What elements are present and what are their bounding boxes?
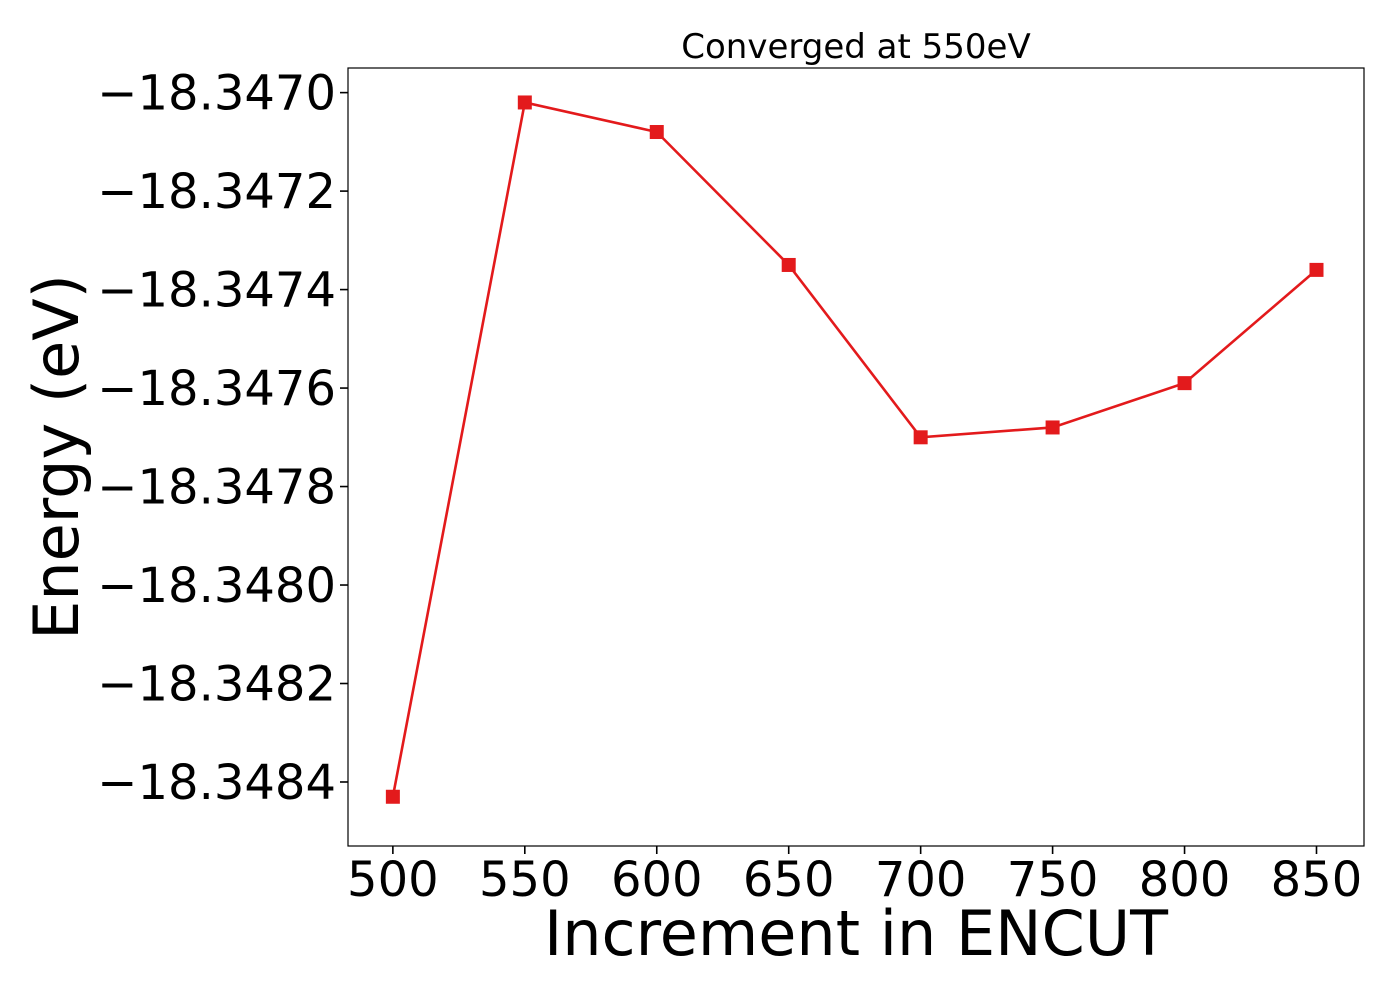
data-point-marker [385, 789, 400, 804]
x-axis: 500 550 600 650 700 750 800 850 [347, 846, 1362, 908]
series-line [391, 100, 1318, 798]
y-tick-label: −18.3478 [97, 460, 336, 516]
y-tick-label: −18.3470 [97, 66, 336, 122]
x-tick-label: 550 [479, 852, 571, 908]
y-tick-label: −18.3476 [97, 361, 336, 417]
x-tick-label: 600 [611, 852, 703, 908]
y-tick-label: −18.3484 [97, 755, 336, 811]
x-tick-label: 650 [743, 852, 835, 908]
data-point-marker [1309, 262, 1324, 277]
plot-frame [347, 67, 1365, 847]
data-point-marker [1177, 376, 1192, 391]
data-point-marker [517, 95, 532, 110]
series-layer [385, 95, 1324, 804]
x-axis-label: Increment in ENCUT [544, 897, 1169, 970]
y-tick-label: −18.3472 [97, 164, 336, 220]
y-axis-label: Energy (eV) [20, 274, 93, 640]
data-point-marker [913, 430, 928, 445]
data-point-marker [781, 257, 796, 272]
y-tick-label: −18.3474 [97, 263, 336, 319]
plot-area: 500 550 600 650 700 750 800 850 −18.3470−18.347… [97, 66, 1365, 908]
data-point-marker [1045, 420, 1060, 435]
data-point-marker [649, 125, 664, 140]
x-tick-label: 700 [875, 852, 967, 908]
y-tick-label: −18.3480 [97, 558, 336, 614]
y-tick-label: −18.3482 [97, 657, 336, 713]
x-tick-label: 800 [1139, 852, 1231, 908]
x-tick-label: 750 [1007, 852, 1099, 908]
y-axis: −18.3470 −18.3472 −18.3474 −18.3476 −18.3478… [97, 66, 348, 811]
chart-title: Converged at 550eV [681, 27, 1030, 67]
x-tick-label: 850 [1271, 852, 1363, 908]
x-tick-label: 500 [347, 852, 439, 908]
